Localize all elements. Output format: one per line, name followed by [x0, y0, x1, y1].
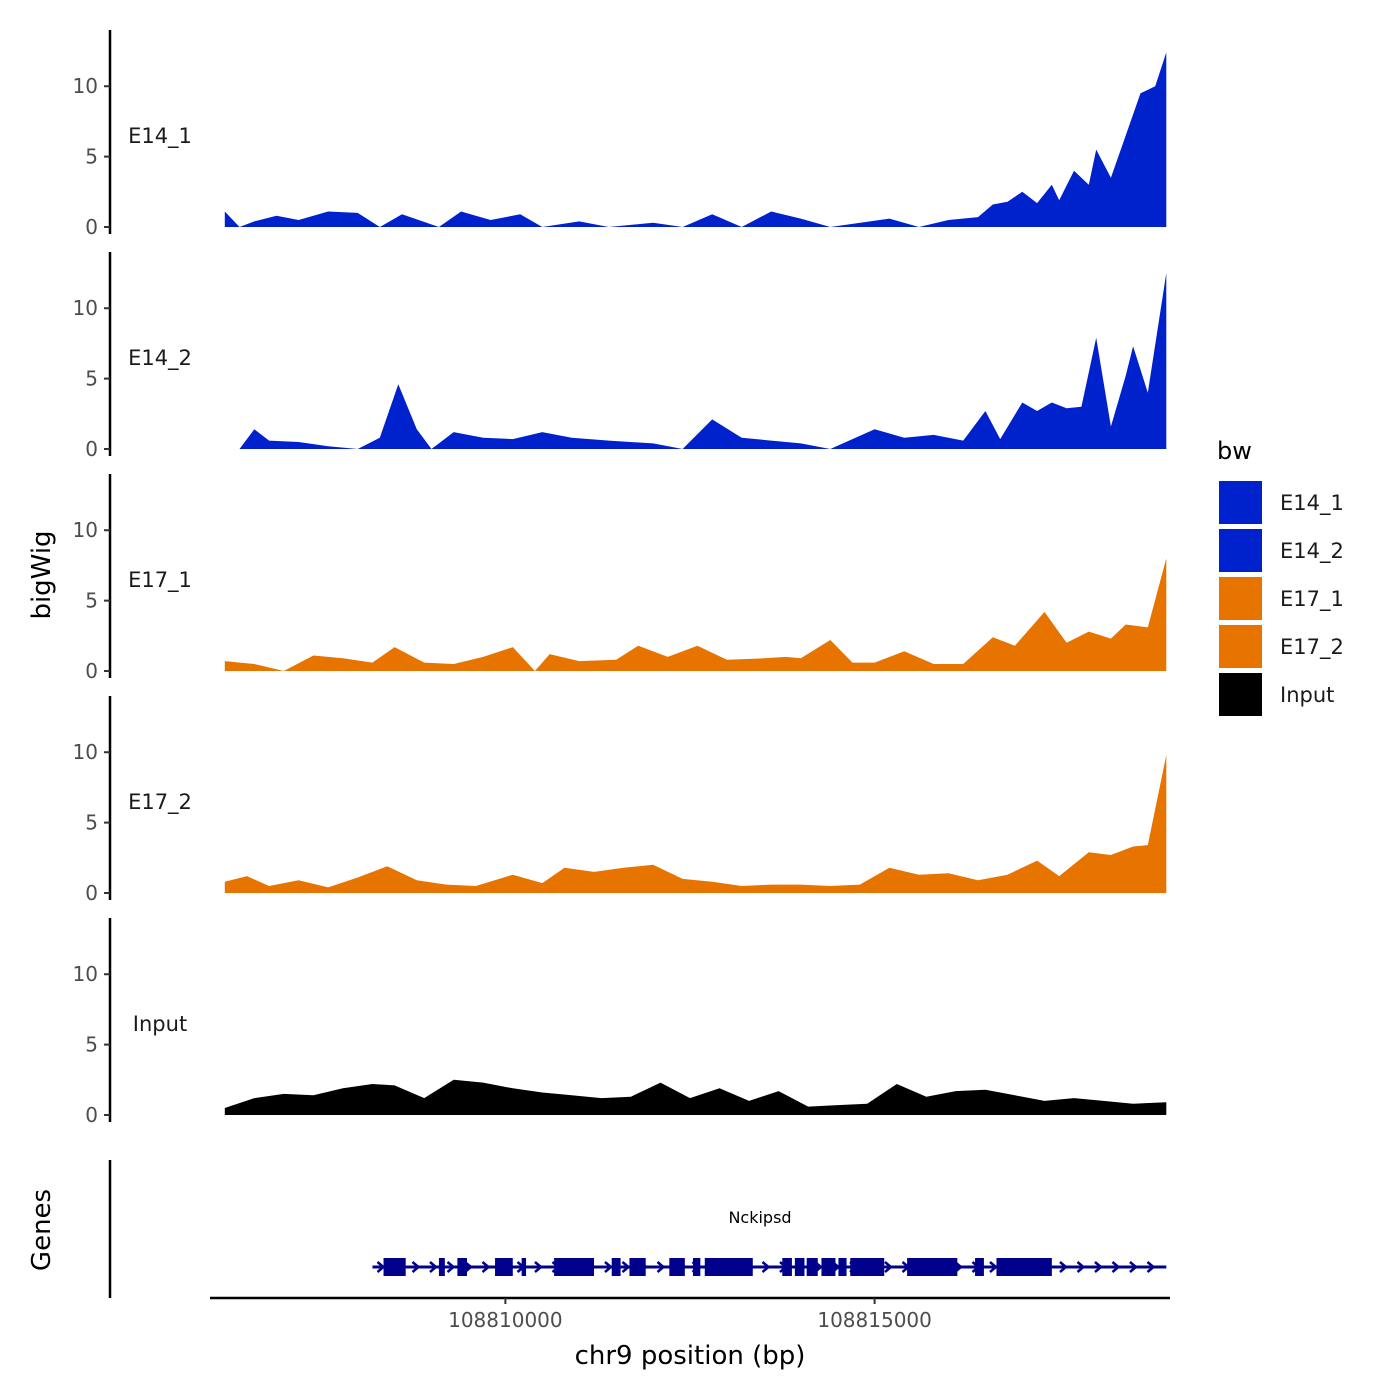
y-tick-label: 10 — [73, 74, 98, 98]
legend-swatch-E17_2 — [1217, 623, 1264, 670]
y-axis-title: bigWig — [27, 530, 57, 619]
legend: bw E14_1 E14_2 E17_1 E17_2 Input — [1217, 437, 1344, 718]
track-Input: 0 5 10 Input — [73, 918, 1167, 1127]
y-tick-label: 10 — [73, 518, 98, 542]
track-E14_2: 0 5 10 E14_2 — [73, 252, 1167, 461]
strand-arrow — [1059, 1261, 1068, 1273]
y-tick-label: 10 — [73, 962, 98, 986]
gene-exon — [996, 1258, 1052, 1276]
strand-arrow — [761, 1261, 771, 1273]
strand-arrow — [481, 1261, 491, 1273]
y-tick-label: 0 — [85, 437, 98, 461]
gene-name-label: Nckipsd — [728, 1208, 791, 1227]
y-tick-label: 5 — [85, 589, 98, 613]
signal-area-E14_2 — [239, 273, 1167, 449]
signal-area-E17_2 — [224, 755, 1167, 893]
legend-title: bw — [1217, 437, 1252, 465]
y-tick-label: 5 — [85, 811, 98, 835]
strand-arrow — [1146, 1261, 1156, 1273]
x-axis-title: chr9 position (bp) — [575, 1341, 806, 1371]
strand-arrow — [989, 1261, 998, 1273]
gene-exon — [907, 1258, 958, 1276]
legend-swatch-Input — [1217, 671, 1264, 718]
gene-exon — [669, 1258, 685, 1276]
x-axis: 108810000 108815000 — [210, 1296, 1170, 1332]
y-tick-label: 10 — [73, 296, 98, 320]
strand-arrow — [1076, 1261, 1086, 1273]
track-label: E17_1 — [128, 568, 192, 593]
strand-arrow — [621, 1261, 631, 1273]
strand-arrow — [604, 1261, 613, 1273]
gene-track: Nckipsd — [108, 1160, 1167, 1298]
signal-area-Input — [224, 1079, 1167, 1115]
gene-exon — [521, 1258, 527, 1276]
gene-exon — [383, 1258, 406, 1276]
strand-arrow — [884, 1261, 893, 1273]
y-tick-label: 5 — [85, 1033, 98, 1057]
x-tick-label: 108810000 — [448, 1308, 563, 1332]
gene-exon — [806, 1258, 818, 1276]
track-label: E17_2 — [128, 790, 192, 815]
tracks-layer: 0 5 10 E14_1 0 5 10 E14_2 0 5 10 E17_1 0 5 10 E17_2 0 5 10… — [73, 30, 1167, 1127]
y-tick-label: 0 — [85, 215, 98, 239]
y-tick-label: 5 — [85, 145, 98, 169]
legend-swatch-E14_2 — [1217, 527, 1264, 574]
y-tick-label: 0 — [85, 881, 98, 905]
legend-swatch-E14_1 — [1217, 479, 1264, 526]
strand-arrow — [1094, 1261, 1103, 1273]
legend-swatch-E17_1 — [1217, 575, 1264, 622]
strand-arrow — [446, 1261, 456, 1273]
gene-exon — [704, 1258, 753, 1276]
y-tick-label: 0 — [85, 1103, 98, 1127]
signal-area-E14_1 — [224, 52, 1167, 228]
gene-exon — [457, 1258, 467, 1276]
gene-exon — [838, 1258, 847, 1276]
track-label: E14_1 — [128, 124, 192, 149]
track-label: E14_2 — [128, 346, 192, 371]
gene-exon — [495, 1258, 513, 1276]
legend-label-E17_2: E17_2 — [1280, 635, 1344, 660]
legend-label-E14_2: E14_2 — [1280, 539, 1344, 564]
legend-label-Input: Input — [1280, 683, 1334, 707]
gene-exon — [975, 1258, 984, 1276]
gene-exon — [554, 1258, 594, 1276]
strand-arrow — [534, 1261, 543, 1273]
strand-arrow — [411, 1261, 421, 1273]
track-label: Input — [133, 1012, 187, 1036]
x-tick-label: 108815000 — [817, 1308, 932, 1332]
strand-arrow — [376, 1261, 386, 1273]
gene-exon — [692, 1258, 701, 1276]
gene-exon — [850, 1258, 885, 1276]
gene-exon — [794, 1258, 805, 1276]
legend-label-E14_1: E14_1 — [1280, 491, 1344, 516]
signal-area-E17_1 — [224, 558, 1167, 671]
gene-exon — [438, 1258, 445, 1276]
track-E14_1: 0 5 10 E14_1 — [73, 30, 1167, 239]
y-tick-label: 10 — [73, 740, 98, 764]
gene-exon — [821, 1258, 836, 1276]
strand-arrow — [429, 1261, 438, 1273]
gene-exon — [611, 1258, 621, 1276]
track-E17_1: 0 5 10 E17_1 — [73, 474, 1167, 683]
legend-label-E17_1: E17_1 — [1280, 587, 1344, 612]
strand-arrow — [1129, 1261, 1138, 1273]
gene-exon — [782, 1258, 792, 1276]
gene-exon — [629, 1258, 646, 1276]
strand-arrow — [656, 1261, 666, 1273]
y-tick-label: 0 — [85, 659, 98, 683]
strand-arrow — [1111, 1261, 1121, 1273]
y-tick-label: 5 — [85, 367, 98, 391]
gene-track-title: Genes — [27, 1189, 57, 1271]
track-E17_2: 0 5 10 E17_2 — [73, 696, 1167, 905]
